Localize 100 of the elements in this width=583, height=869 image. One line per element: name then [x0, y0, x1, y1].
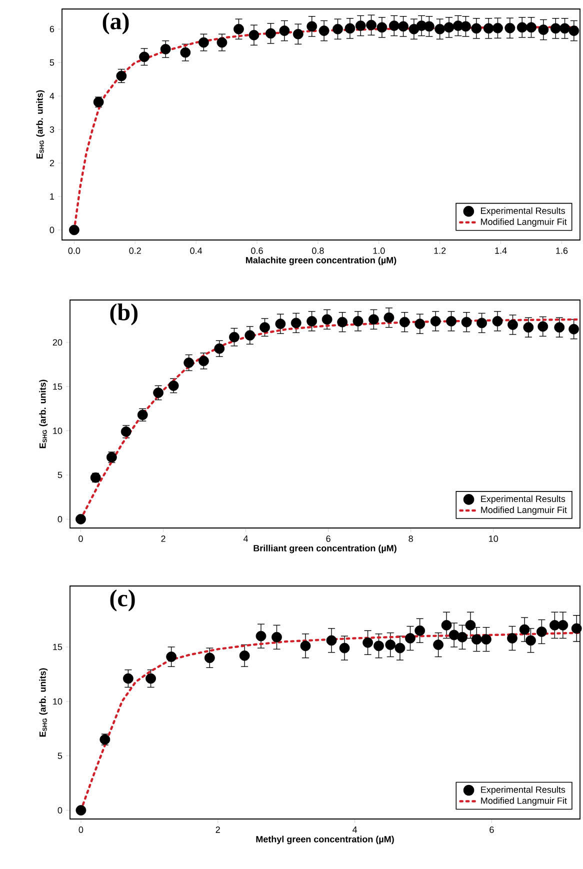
- point: [366, 20, 376, 30]
- point: [260, 322, 270, 333]
- point: [139, 52, 150, 62]
- x-tick-label: 6: [490, 826, 494, 833]
- y-tick-label: 10: [53, 698, 62, 705]
- x-tick-label: 1.6: [556, 248, 568, 254]
- point: [256, 630, 266, 642]
- point: [376, 22, 388, 33]
- x-tick-label: 2: [216, 826, 220, 833]
- point: [272, 632, 282, 642]
- point: [355, 20, 366, 31]
- point: [180, 47, 191, 58]
- x-axis-title: Malachite green concentration (µM): [246, 256, 396, 266]
- point: [424, 21, 434, 32]
- point: [526, 635, 536, 646]
- point: [352, 316, 364, 326]
- point: [184, 358, 194, 368]
- point: [279, 26, 290, 36]
- point: [434, 24, 446, 34]
- y-tick-label: 15: [53, 644, 62, 650]
- x-tick-label: 2: [161, 536, 166, 542]
- x-tick-label: 0.4: [190, 248, 202, 254]
- point: [523, 322, 534, 333]
- point: [508, 320, 518, 330]
- point: [560, 23, 570, 34]
- legend-label: Modified Langmuir Fit: [481, 506, 567, 515]
- legend-label: Experimental Results: [481, 207, 565, 216]
- point: [244, 330, 256, 341]
- point: [492, 316, 503, 326]
- y-axis-title: E$_{SHG}$ (arb. units): [39, 380, 48, 448]
- point: [384, 312, 394, 323]
- y-tick-label: 0: [58, 516, 62, 522]
- y-axis-title: E$_{SHG}$ (arb. units): [36, 90, 45, 159]
- point: [448, 630, 460, 640]
- point: [292, 28, 304, 40]
- point: [405, 633, 416, 644]
- point: [344, 23, 356, 34]
- point: [441, 620, 452, 630]
- point: [476, 318, 488, 328]
- x-tick-label: 0.0: [68, 248, 80, 254]
- point: [300, 640, 311, 652]
- x-tick-label: 4: [352, 826, 358, 833]
- x-axis-title: Brilliant green concentration (µM): [254, 544, 396, 554]
- point: [214, 343, 225, 354]
- x-tick-label: 8: [408, 536, 413, 542]
- point: [398, 21, 408, 32]
- y-tick-label: 20: [52, 339, 62, 346]
- point: [216, 37, 228, 48]
- point: [444, 22, 454, 33]
- point: [414, 318, 426, 330]
- point: [116, 70, 127, 82]
- y-axis-title: E$_{SHG}$ (arb. units): [39, 668, 48, 737]
- point: [536, 626, 547, 637]
- point: [433, 640, 444, 650]
- point: [504, 22, 516, 34]
- point: [153, 388, 164, 398]
- point: [166, 652, 177, 662]
- point: [471, 23, 482, 34]
- point: [362, 637, 373, 648]
- x-axis-title: Methyl green concentration (µM): [256, 836, 394, 844]
- point: [507, 633, 518, 644]
- point: [538, 24, 549, 35]
- point: [306, 21, 318, 32]
- annotation: (a): [102, 12, 129, 34]
- x-tick-label: 0.8: [312, 248, 324, 254]
- legend-label: Experimental Results: [481, 786, 566, 795]
- y-tick-label: 0: [58, 807, 62, 814]
- legend-label: Experimental Results: [481, 495, 566, 504]
- annotation: (c): [110, 590, 135, 612]
- point: [399, 316, 410, 328]
- point: [430, 316, 441, 326]
- point: [483, 23, 494, 34]
- point: [198, 356, 209, 366]
- point: [290, 318, 302, 328]
- point: [198, 37, 209, 48]
- x-tick-label: 0: [78, 826, 84, 833]
- point: [168, 380, 179, 391]
- y-tick-label: 15: [53, 383, 62, 390]
- point: [266, 28, 276, 39]
- point: [204, 652, 215, 664]
- point: [538, 321, 548, 332]
- point: [492, 22, 503, 34]
- point: [337, 316, 348, 328]
- y-tick-label: 5: [50, 59, 54, 66]
- point: [275, 318, 286, 330]
- point: [248, 30, 260, 40]
- point: [465, 620, 476, 630]
- x-tick-label: 0: [78, 536, 83, 542]
- x-tick-label: 0.6: [251, 248, 263, 254]
- point: [526, 22, 536, 33]
- point: [446, 316, 456, 326]
- point: [339, 642, 350, 654]
- point: [385, 640, 396, 650]
- point: [122, 673, 134, 684]
- point: [457, 632, 468, 642]
- point: [394, 642, 406, 654]
- point: [76, 514, 86, 524]
- point: [388, 20, 400, 31]
- y-tick-label: 4: [50, 92, 54, 100]
- y-tick-label: 0: [50, 226, 54, 234]
